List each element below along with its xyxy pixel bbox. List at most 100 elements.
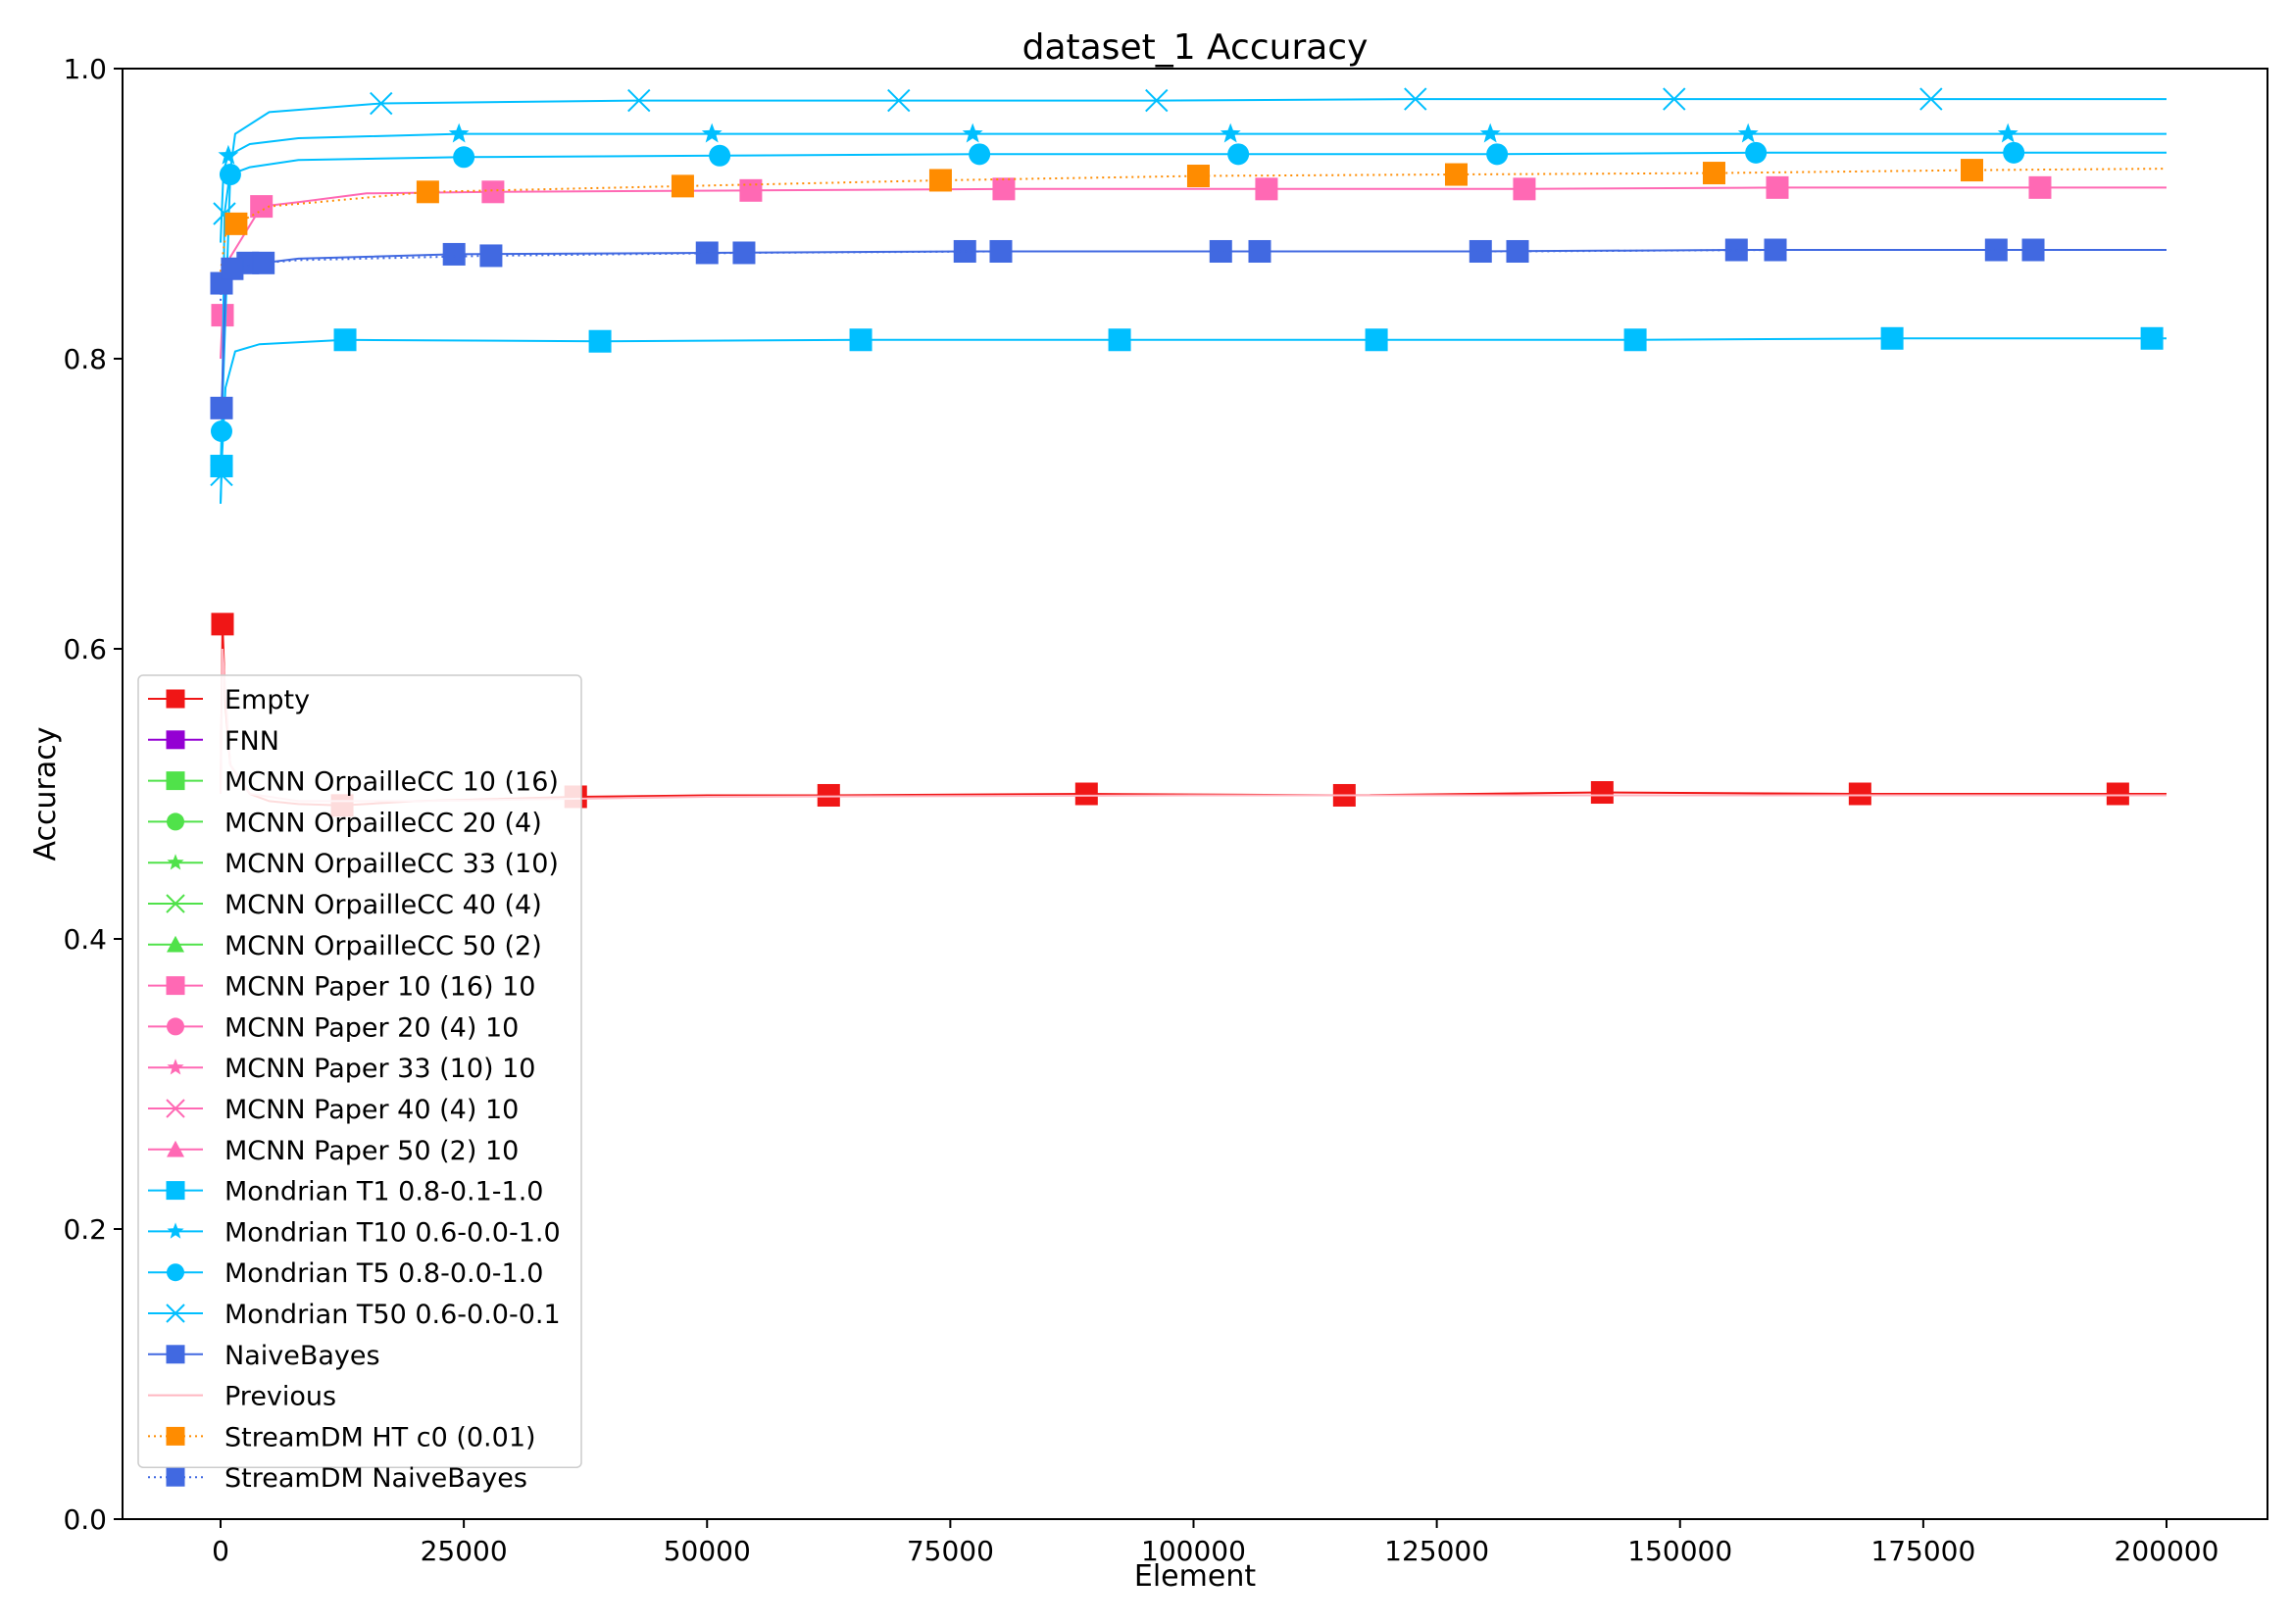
series-marker	[627, 88, 651, 113]
series-marker	[2140, 326, 2164, 350]
series-marker	[221, 257, 244, 280]
series-marker	[1469, 239, 1492, 263]
series-line	[220, 249, 2167, 301]
legend-label: MCNN OrpailleCC 20 (4)	[224, 808, 542, 838]
series-marker	[992, 177, 1016, 201]
legend-label: Empty	[224, 685, 310, 715]
series-marker	[732, 241, 756, 265]
series-marker	[1623, 328, 1647, 352]
series-marker	[2028, 175, 2052, 199]
legend-label: FNN	[224, 726, 279, 757]
legend-item: Mondrian T50 0.6-0.0-0.1	[148, 1300, 561, 1330]
series-marker	[479, 244, 503, 268]
series-marker	[218, 144, 239, 165]
series-marker	[2003, 141, 2025, 164]
series-marker	[1227, 143, 1250, 166]
y-tick-label: 0.0	[63, 1503, 107, 1536]
series-marker	[1848, 782, 1871, 806]
legend-item: StreamDM HT c0 (0.01)	[148, 1422, 536, 1452]
legend-item: MCNN OrpailleCC 33 (10)	[148, 849, 559, 879]
series-marker	[962, 123, 983, 143]
legend-item: Mondrian T10 0.6-0.0-1.0	[148, 1217, 561, 1248]
legend-item: FNN	[148, 726, 279, 757]
x-tick-label: 100000	[1141, 1535, 1246, 1567]
y-tick-label: 0.6	[63, 633, 107, 665]
x-tick-label: 50000	[664, 1535, 751, 1567]
series-marker	[333, 328, 357, 352]
legend-marker	[166, 771, 185, 791]
series-line	[220, 98, 2167, 505]
series-16	[210, 238, 2167, 419]
legend-item: MCNN OrpailleCC 20 (4)	[148, 808, 542, 838]
series-marker	[1961, 159, 1983, 182]
series-marker	[453, 146, 475, 169]
legend-label: MCNN OrpailleCC 33 (10)	[224, 849, 559, 879]
legend-marker	[167, 1058, 184, 1075]
legend-item: Mondrian T5 0.8-0.0-1.0	[148, 1258, 543, 1289]
series-marker	[1766, 175, 1789, 199]
y-tick-label: 0.2	[63, 1213, 107, 1246]
series-marker	[2021, 238, 2045, 262]
series-marker	[887, 88, 911, 113]
series-marker	[1404, 87, 1427, 111]
legend-marker	[167, 854, 184, 870]
legend-item: MCNN OrpailleCC 50 (2)	[148, 931, 542, 961]
x-tick-label: 125000	[1384, 1535, 1489, 1567]
legend-label: MCNN Paper 50 (2) 10	[224, 1136, 519, 1166]
legend-label: Mondrian T50 0.6-0.0-0.1	[224, 1300, 561, 1330]
legend-item: MCNN Paper 10 (16) 10	[148, 972, 535, 1003]
series-13	[218, 123, 2167, 243]
legend-label: Mondrian T10 0.6-0.0-1.0	[224, 1217, 561, 1248]
series-15	[210, 87, 2167, 505]
x-tick-label: 75000	[907, 1535, 994, 1567]
legend-item: MCNN OrpailleCC 40 (4)	[148, 890, 542, 920]
series-marker	[1365, 328, 1388, 352]
legend-marker	[167, 935, 184, 953]
series-marker	[1997, 123, 2018, 143]
legend: Empty FNN MCNN OrpailleCC 10 (16) MCNN Orpa…	[137, 674, 582, 1494]
legend-label: MCNN OrpailleCC 10 (16)	[224, 767, 559, 798]
series-marker	[1444, 163, 1468, 186]
legend-item: MCNN Paper 50 (2) 10	[148, 1136, 519, 1166]
legend-marker	[167, 812, 184, 831]
x-tick-label: 175000	[1870, 1535, 1975, 1567]
series-marker	[969, 143, 991, 166]
x-tick-label: 150000	[1627, 1535, 1732, 1567]
series-marker	[416, 180, 439, 204]
series-marker	[1590, 781, 1614, 805]
x-tick-label: 200000	[2115, 1535, 2219, 1567]
legend-marker	[166, 1345, 185, 1364]
legend-label: Previous	[224, 1382, 336, 1412]
series-marker	[1479, 123, 1501, 143]
series-marker	[1186, 165, 1210, 188]
legend-label: StreamDM HT c0 (0.01)	[224, 1422, 536, 1452]
legend-marker	[167, 1263, 184, 1282]
series-marker	[1919, 87, 1943, 111]
series-marker	[1737, 123, 1759, 143]
legend-marker	[166, 730, 185, 750]
series-marker	[250, 195, 274, 219]
series-marker	[1074, 782, 1098, 806]
legend-label: MCNN OrpailleCC 40 (4)	[224, 890, 542, 920]
series-marker	[671, 174, 694, 198]
legend-item: Mondrian T1 0.8-0.1-1.0	[148, 1177, 543, 1207]
series-12	[210, 326, 2167, 505]
legend-marker	[167, 1140, 184, 1157]
legend-marker	[167, 1222, 184, 1239]
legend-item: StreamDM NaiveBayes	[148, 1463, 527, 1494]
legend-label: MCNN Paper 40 (4) 10	[224, 1095, 519, 1125]
legend-item: MCNN Paper 20 (4) 10	[148, 1012, 519, 1043]
y-axis: 0.0 0.2 0.4 0.6 0.8 1.0	[63, 53, 123, 1536]
series-marker	[739, 178, 763, 202]
plot-area	[210, 87, 2167, 817]
series-marker	[210, 396, 233, 419]
legend-frame	[137, 674, 582, 1468]
legend-marker	[166, 1304, 185, 1323]
x-axis: 0 25000 50000 75000 100000 125000 150000 175000…	[212, 1519, 2218, 1567]
series-marker	[224, 212, 248, 235]
series-marker	[442, 242, 466, 266]
series-marker	[252, 251, 275, 274]
series-marker	[1486, 143, 1509, 166]
